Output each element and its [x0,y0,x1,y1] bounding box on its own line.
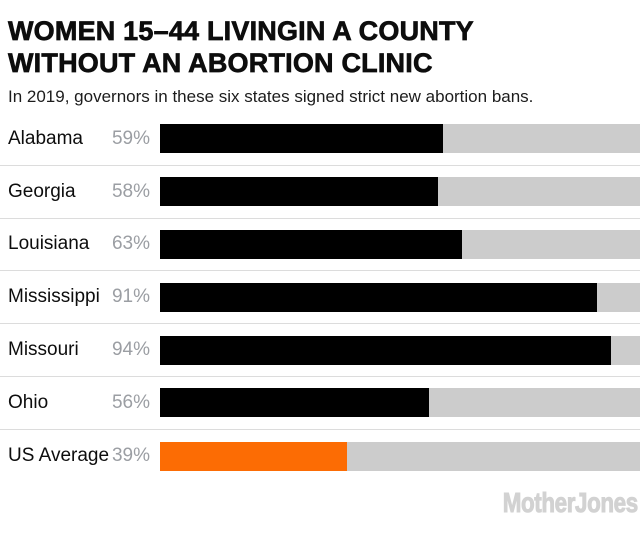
bar-alabama [160,124,444,154]
bar-chart: Alabama 59% Georgia 58% Louisiana 63% Mi… [0,113,640,483]
bar-track [160,388,640,418]
category-label: US Average [8,445,110,467]
title-line-2: WITHOUT AN ABORTION CLINIC [8,48,433,79]
title-line-1: WOMEN 15–44 LIVINGIN A COUNTY [8,16,474,47]
bar-track [160,177,640,207]
value-label: 56% [111,391,150,413]
bar-track [160,282,640,312]
chart-row-mississippi: Mississippi 91% [0,271,640,325]
chart-row-alabama: Alabama 59% [0,113,640,166]
bar-track [160,335,640,365]
chart-header: WOMEN 15–44 LIVINGIN A COUNTY WITHOUT AN … [8,0,635,107]
category-label: Ohio [8,391,49,413]
bar-louisiana [160,229,463,259]
bar-track [160,441,640,471]
chart-subtitle: In 2019, governors in these six states s… [8,87,534,106]
chart-title: WOMEN 15–44 LIVINGIN A COUNTY WITHOUT AN … [8,15,635,79]
chart-row-ohio: Ohio 56% [0,377,640,430]
bar-track [160,124,640,154]
bar-missouri [160,335,612,365]
value-label: 63% [111,233,150,255]
chart-row-louisiana: Louisiana 63% [0,219,640,272]
value-label: 91% [111,286,150,308]
motherjones-logo: MotherJones [503,487,639,519]
chart-row-us-average: US Average 39% [0,430,640,483]
value-label: 39% [111,445,150,467]
category-label: Louisiana [8,233,90,255]
value-label: 58% [111,180,150,202]
category-label: Alabama [8,127,83,149]
bar-mississippi [160,282,597,312]
bar-georgia [160,177,439,207]
category-label: Georgia [8,180,76,202]
chart-row-missouri: Missouri 94% [0,324,640,377]
value-label: 59% [111,127,150,149]
bar-ohio [160,388,429,418]
category-label: Missouri [8,339,79,361]
bar-us-average [160,441,348,471]
category-label: Mississippi [8,286,100,308]
value-label: 94% [111,339,150,361]
bar-track [160,229,640,259]
chart-row-georgia: Georgia 58% [0,166,640,219]
